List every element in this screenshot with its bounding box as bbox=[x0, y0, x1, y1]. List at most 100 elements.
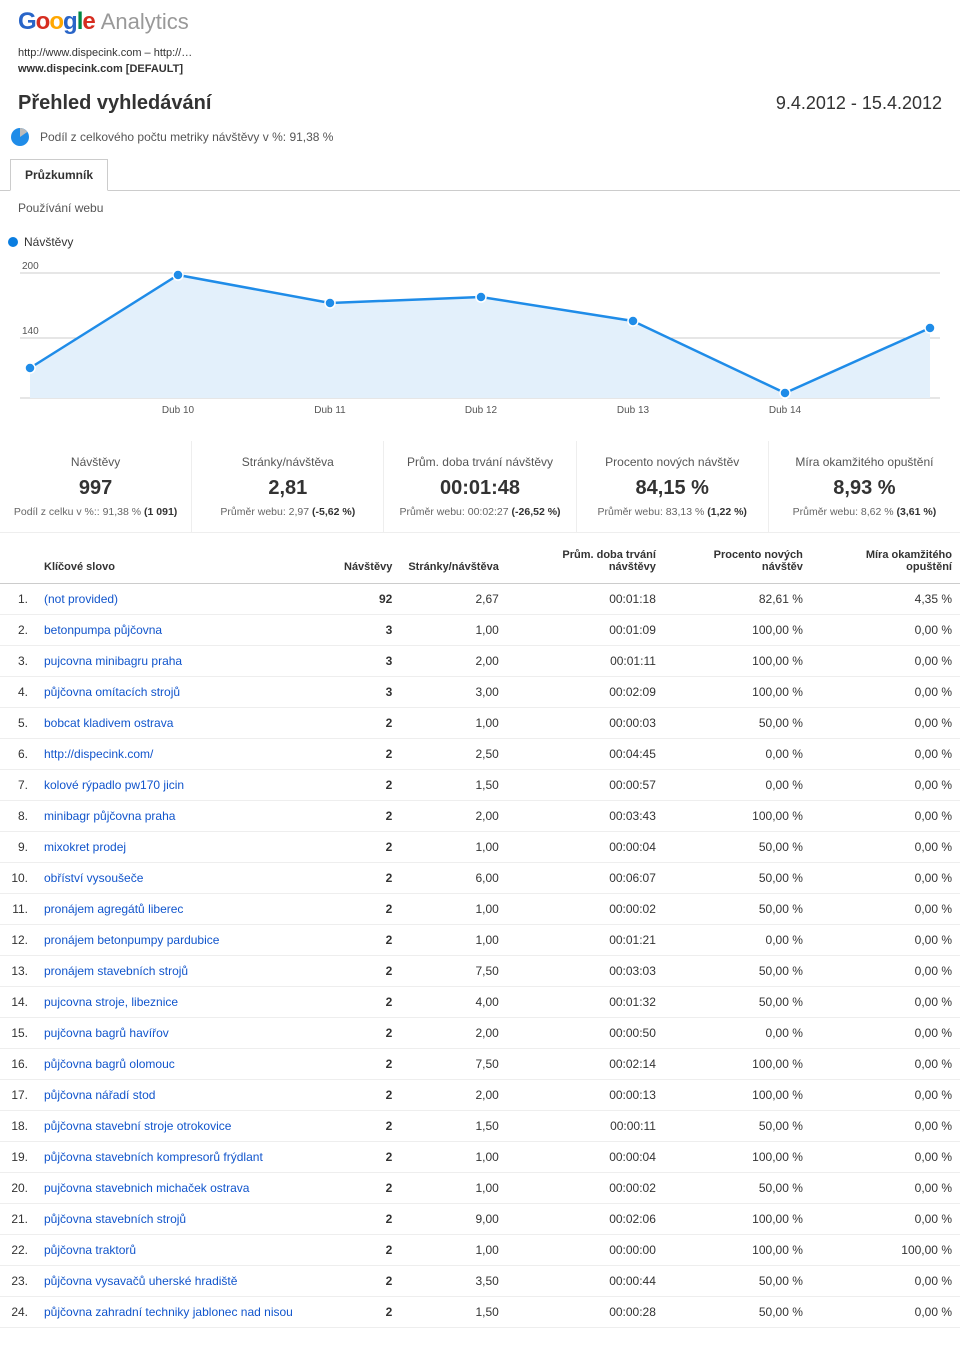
pages-per-visit-cell: 1,00 bbox=[400, 924, 507, 955]
visits-cell: 2 bbox=[336, 1234, 400, 1265]
bounce-rate-cell: 0,00 % bbox=[811, 1048, 960, 1079]
table-header[interactable]: Procento nových návštěv bbox=[664, 539, 811, 584]
visits-cell: 2 bbox=[336, 1265, 400, 1296]
keyword-cell: půjčovna nářadí stod bbox=[36, 1079, 336, 1110]
keyword-link[interactable]: půjčovna stavebních strojů bbox=[44, 1212, 186, 1226]
bounce-rate-cell: 0,00 % bbox=[811, 1017, 960, 1048]
tab-explorer[interactable]: Průzkumník bbox=[10, 159, 108, 191]
bounce-rate-cell: 0,00 % bbox=[811, 862, 960, 893]
avg-duration-cell: 00:04:45 bbox=[507, 738, 664, 769]
avg-duration-cell: 00:00:44 bbox=[507, 1265, 664, 1296]
analytics-logo: Analytics bbox=[101, 9, 189, 35]
row-index: 8. bbox=[0, 800, 36, 831]
row-index: 2. bbox=[0, 614, 36, 645]
keyword-link[interactable]: půjčovna traktorů bbox=[44, 1243, 136, 1257]
keyword-cell: půjčovna stavebních strojů bbox=[36, 1203, 336, 1234]
avg-duration-cell: 00:00:57 bbox=[507, 769, 664, 800]
visits-cell: 2 bbox=[336, 986, 400, 1017]
avg-duration-cell: 00:00:03 bbox=[507, 707, 664, 738]
metric-cell[interactable]: Stránky/návštěva2,81Průměr webu: 2,97 (-… bbox=[192, 441, 384, 532]
table-header[interactable]: Stránky/návštěva bbox=[400, 539, 507, 584]
keyword-link[interactable]: http://dispecink.com/ bbox=[44, 747, 153, 761]
keyword-link[interactable]: pronájem betonpumpy pardubice bbox=[44, 933, 219, 947]
metric-cell[interactable]: Návštěvy997Podíl z celku v %:: 91,38 % (… bbox=[0, 441, 192, 532]
percent-new-cell: 50,00 % bbox=[664, 986, 811, 1017]
table-row: 23. půjčovna vysavačů uherské hradiště 23,… bbox=[0, 1265, 960, 1296]
avg-duration-cell: 00:03:43 bbox=[507, 800, 664, 831]
avg-duration-cell: 00:00:13 bbox=[507, 1079, 664, 1110]
table-header[interactable]: Klíčové slovo bbox=[36, 539, 336, 584]
metric-subtext: Průměr webu: 83,13 % (1,22 %) bbox=[583, 506, 762, 518]
percent-new-cell: 0,00 % bbox=[664, 924, 811, 955]
visits-cell: 92 bbox=[336, 583, 400, 614]
keyword-link[interactable]: betonpumpa půjčovna bbox=[44, 623, 162, 637]
table-row: 21.půjčovna stavebních strojů29,0000:02:… bbox=[0, 1203, 960, 1234]
bounce-rate-cell: 0,00 % bbox=[811, 955, 960, 986]
row-index: 7. bbox=[0, 769, 36, 800]
table-header[interactable]: Míra okamžitého opuštění bbox=[811, 539, 960, 584]
visits-cell: 2 bbox=[336, 1296, 400, 1327]
keyword-cell: http://dispecink.com/ bbox=[36, 738, 336, 769]
keyword-link[interactable]: kolové rýpadlo pw170 jicin bbox=[44, 778, 184, 792]
row-index: 9. bbox=[0, 831, 36, 862]
visits-cell: 2 bbox=[336, 893, 400, 924]
svg-text:Dub 14: Dub 14 bbox=[769, 405, 802, 416]
keyword-link[interactable]: pujčovna stavebnich michaček ostrava bbox=[44, 1181, 249, 1195]
visits-cell: 2 bbox=[336, 738, 400, 769]
keyword-link[interactable]: půjčovna nářadí stod bbox=[44, 1088, 155, 1102]
table-header[interactable]: Prům. doba trvání návštěvy bbox=[507, 539, 664, 584]
row-index: 13. bbox=[0, 955, 36, 986]
keyword-link[interactable]: pujcovna minibagru praha bbox=[44, 654, 182, 668]
subtab-site-usage[interactable]: Používání webu bbox=[0, 191, 960, 225]
metric-label: Návštěvy bbox=[6, 455, 185, 469]
pages-per-visit-cell: 1,00 bbox=[400, 831, 507, 862]
keyword-link[interactable]: půjčovna omítacích strojů bbox=[44, 685, 180, 699]
pages-per-visit-cell: 1,50 bbox=[400, 1110, 507, 1141]
date-range[interactable]: 9.4.2012 - 15.4.2012 bbox=[776, 93, 942, 114]
keyword-link[interactable]: mixokret prodej bbox=[44, 840, 126, 854]
pages-per-visit-cell: 3,50 bbox=[400, 1265, 507, 1296]
avg-duration-cell: 00:02:14 bbox=[507, 1048, 664, 1079]
keyword-link[interactable]: minibagr půjčovna praha bbox=[44, 809, 175, 823]
keyword-link[interactable]: pronájem agregátů liberec bbox=[44, 902, 183, 916]
row-index: 3. bbox=[0, 645, 36, 676]
visits-cell: 2 bbox=[336, 862, 400, 893]
visits-cell: 2 bbox=[336, 1203, 400, 1234]
keyword-cell: půjčovna vysavačů uherské hradiště bbox=[36, 1265, 336, 1296]
row-index: 23. bbox=[0, 1265, 36, 1296]
avg-duration-cell: 00:06:07 bbox=[507, 862, 664, 893]
bounce-rate-cell: 0,00 % bbox=[811, 1203, 960, 1234]
table-row: 19.půjčovna stavebních kompresorů frýdla… bbox=[0, 1141, 960, 1172]
pie-icon bbox=[10, 127, 30, 147]
keyword-link[interactable]: pujcovna stroje, libeznice bbox=[44, 995, 178, 1009]
keyword-link[interactable]: obříství vysoušeče bbox=[44, 871, 143, 885]
percent-new-cell: 0,00 % bbox=[664, 769, 811, 800]
keyword-link[interactable]: (not provided) bbox=[44, 592, 118, 606]
pages-per-visit-cell: 2,50 bbox=[400, 738, 507, 769]
site-name: www.dispecink.com bbox=[18, 63, 123, 75]
keyword-link[interactable]: půjčovna stavební stroje otrokovice bbox=[44, 1119, 231, 1133]
metric-cell[interactable]: Míra okamžitého opuštění8,93 %Průměr web… bbox=[769, 441, 960, 532]
visits-cell: 2 bbox=[336, 1079, 400, 1110]
keyword-link[interactable]: půjčovna stavebních kompresorů frýdlant bbox=[44, 1150, 263, 1164]
bounce-rate-cell: 0,00 % bbox=[811, 1141, 960, 1172]
row-index: 18. bbox=[0, 1110, 36, 1141]
percent-new-cell: 100,00 % bbox=[664, 1079, 811, 1110]
keyword-link[interactable]: půjčovna bagrů olomouc bbox=[44, 1057, 175, 1071]
visits-cell: 2 bbox=[336, 1172, 400, 1203]
table-row: 5.bobcat kladivem ostrava21,0000:00:0350… bbox=[0, 707, 960, 738]
keyword-link[interactable]: bobcat kladivem ostrava bbox=[44, 716, 173, 730]
keyword-link[interactable]: půjčovna zahradní techniky jablonec nad … bbox=[44, 1305, 293, 1319]
table-header[interactable]: Návštěvy bbox=[336, 539, 400, 584]
bounce-rate-cell: 4,35 % bbox=[811, 583, 960, 614]
metric-value: 84,15 % bbox=[583, 477, 762, 500]
keyword-link[interactable]: pujčovna bagrů havířov bbox=[44, 1026, 169, 1040]
bounce-rate-cell: 0,00 % bbox=[811, 707, 960, 738]
keyword-link[interactable]: půjčovna vysavačů uherské hradiště bbox=[44, 1274, 237, 1288]
keyword-cell: půjčovna bagrů olomouc bbox=[36, 1048, 336, 1079]
metric-cell[interactable]: Prům. doba trvání návštěvy00:01:48Průměr… bbox=[384, 441, 576, 532]
avg-duration-cell: 00:02:06 bbox=[507, 1203, 664, 1234]
metric-cell[interactable]: Procento nových návštěv84,15 %Průměr web… bbox=[577, 441, 769, 532]
row-index: 5. bbox=[0, 707, 36, 738]
keyword-link[interactable]: pronájem stavebních strojů bbox=[44, 964, 188, 978]
